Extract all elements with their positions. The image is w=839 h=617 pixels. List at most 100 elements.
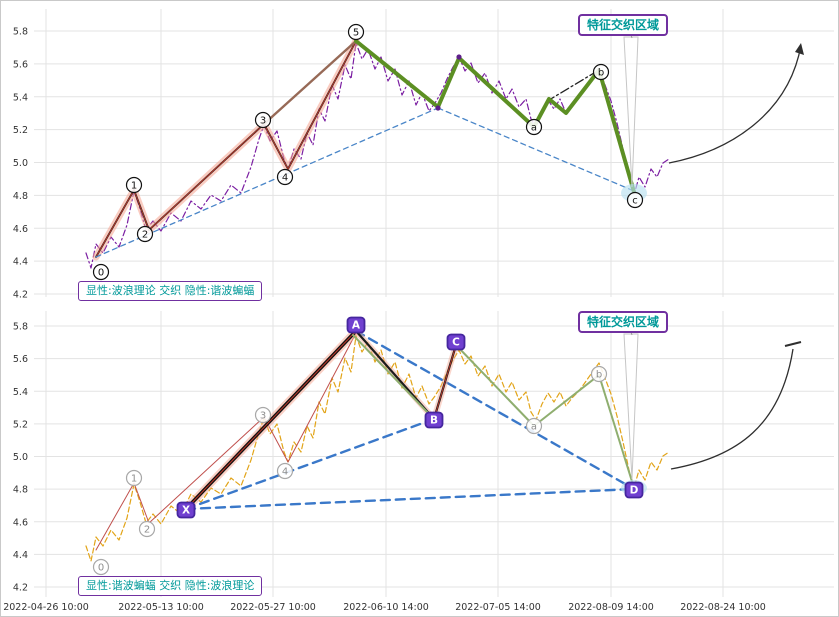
- projection-arrow-curve: [668, 44, 802, 164]
- harmonic-marker-B: [424, 411, 444, 429]
- x-axis-tick-label: 2022-06-10 14:00: [343, 602, 429, 613]
- y-axis-tick-label: 5.8: [13, 322, 28, 333]
- wave-label-circle-3: [254, 111, 272, 129]
- top-chart-legend: 显性:波浪理论 交织 隐性:谐波蝙蝠: [78, 281, 263, 301]
- wave-label-text-2: 2: [144, 524, 150, 535]
- wave-label-text-3: 3: [260, 410, 266, 421]
- wave-label-circle-1: [125, 469, 143, 487]
- harmonic-marker-text-X: X: [182, 505, 190, 517]
- y-axis-tick-label: 4.8: [13, 191, 28, 202]
- x-axis-tick-label: 2022-05-13 10:00: [118, 602, 204, 613]
- wave-label-circle-2: [136, 225, 154, 243]
- vertex-dot: [435, 105, 441, 111]
- harmonic-marker-A: [346, 316, 366, 334]
- wave-label-circle-1: [125, 176, 143, 194]
- abc-correction-green: [354, 39, 636, 194]
- top-chart-group: 5.8 5.6 5.4 5.2 5.0 4.8 4.6 4.4 4.2 0 1 2 3 4 5 a b c: [13, 9, 834, 301]
- y-axis-tick-label: 4.6: [13, 224, 28, 235]
- AD-dashed: [354, 329, 636, 491]
- XB-dashed: [184, 417, 436, 511]
- y-axis-tick-label: 4.4: [13, 550, 28, 561]
- convergence-funnel: [623, 333, 639, 480]
- wave-label-text-0: 0: [98, 267, 104, 278]
- wave-label-text-a: a: [531, 122, 537, 133]
- impulse-glow: [92, 37, 360, 261]
- wave-label-text-1: 1: [131, 180, 137, 191]
- wave-label-circle-4: [276, 168, 294, 186]
- wave-label-text-1: 1: [131, 473, 137, 484]
- price-line-yellow: [85, 335, 670, 562]
- y-axis-tick-label: 5.0: [13, 452, 28, 463]
- bottom-chart-legend: 显性:谐波蝙蝠 交织 隐性:波浪理论: [78, 576, 263, 596]
- y-axis-tick-label: 4.2: [13, 290, 28, 301]
- x-axis-tick-label: 2022-04-26 10:00: [3, 602, 89, 613]
- wave-label-text-0: 0: [98, 562, 104, 573]
- y-axis-tick-label: 5.8: [13, 27, 28, 38]
- wave-label-circle-5: [347, 23, 365, 41]
- y-axis-tick-label: 4.6: [13, 517, 28, 528]
- y-axis-tick-label: 5.6: [13, 354, 28, 365]
- harmonic-marker-C: [446, 333, 466, 351]
- y-axis-tick-label: 5.4: [13, 387, 28, 398]
- wave-label-text-b: b: [598, 67, 604, 78]
- bottom-chart-group: 5.8 5.6 5.4 5.2 5.0 4.8 4.6 4.4 4.2 0 1 2 3 4 a b X A B C D: [13, 311, 834, 597]
- y-axis-tick-label: 5.0: [13, 158, 28, 169]
- x-axis-tick-label: 2022-08-09 14:00: [568, 602, 654, 613]
- wave-label-circle-2: [138, 520, 156, 538]
- wave-label-circle-b: [592, 63, 610, 81]
- minor-wave-red: [95, 332, 357, 551]
- wave3-to-5-line: [262, 39, 358, 126]
- y-axis-tick-label: 5.2: [13, 125, 28, 136]
- price-line-purple: [85, 42, 670, 269]
- wave-label-text-c: c: [632, 195, 638, 206]
- XD-dashed: [184, 487, 636, 511]
- x-axis-tick-label: 2022-07-05 14:00: [455, 602, 541, 613]
- BC-red: [433, 344, 457, 420]
- wave-label-circle-b: [590, 365, 608, 383]
- wave-label-circle-a: [525, 417, 543, 435]
- triangle-dash-up: [95, 107, 439, 258]
- projection-arrow-tbar: [784, 341, 802, 347]
- y-axis-tick-label: 5.6: [13, 59, 28, 70]
- XA-red: [185, 330, 357, 510]
- vertex-dot: [456, 54, 462, 60]
- x-axis-tick-label: 2022-08-24 10:00: [680, 602, 766, 613]
- convergence-funnel: [623, 36, 639, 188]
- y-axis-tick-label: 4.2: [13, 583, 28, 594]
- wave-label-text-3: 3: [260, 115, 266, 126]
- triangle-dash-down: [437, 107, 635, 192]
- impulse-red: [95, 40, 357, 258]
- harmonic-marker-text-A: A: [352, 320, 361, 332]
- wave-label-circle-0: [92, 558, 110, 576]
- wave-label-circle-a: [525, 118, 543, 136]
- projection-arrow-curve: [670, 348, 794, 470]
- projection-arrow-head: [795, 43, 804, 55]
- y-axis-tick-label: 4.8: [13, 485, 28, 496]
- CD-green: [455, 344, 635, 489]
- wave-label-circle-4: [276, 462, 294, 480]
- y-axis-tick-label: 5.4: [13, 92, 28, 103]
- harmonic-marker-text-B: B: [430, 415, 438, 427]
- y-axis-tick-label: 4.4: [13, 257, 28, 268]
- wave-label-text-4: 4: [282, 466, 288, 477]
- wave-label-text-2: 2: [142, 229, 148, 240]
- wave-label-circle-0: [92, 263, 110, 281]
- x-axis-tick-label: 2022-05-27 10:00: [230, 602, 316, 613]
- impulse-black: [95, 40, 357, 258]
- y-axis-tick-label: 5.2: [13, 419, 28, 430]
- harmonic-marker-X: [176, 501, 196, 519]
- bottom-feature-zone-callout: 特征交织区域: [578, 311, 669, 333]
- wave-label-text-a: a: [531, 421, 537, 432]
- wave-label-text-4: 4: [282, 172, 288, 183]
- AB-green: [352, 334, 431, 416]
- wave-label-circle-3: [254, 406, 272, 424]
- wave-label-text-b: b: [596, 369, 602, 380]
- harmonic-marker-text-D: D: [630, 485, 639, 497]
- wave-label-text-5: 5: [353, 27, 359, 38]
- harmonic-marker-text-C: C: [452, 337, 460, 349]
- harmonic-marker-D: [624, 481, 644, 499]
- wave-label-circle-c: [626, 191, 644, 209]
- top-feature-zone-callout: 特征交织区域: [578, 14, 669, 36]
